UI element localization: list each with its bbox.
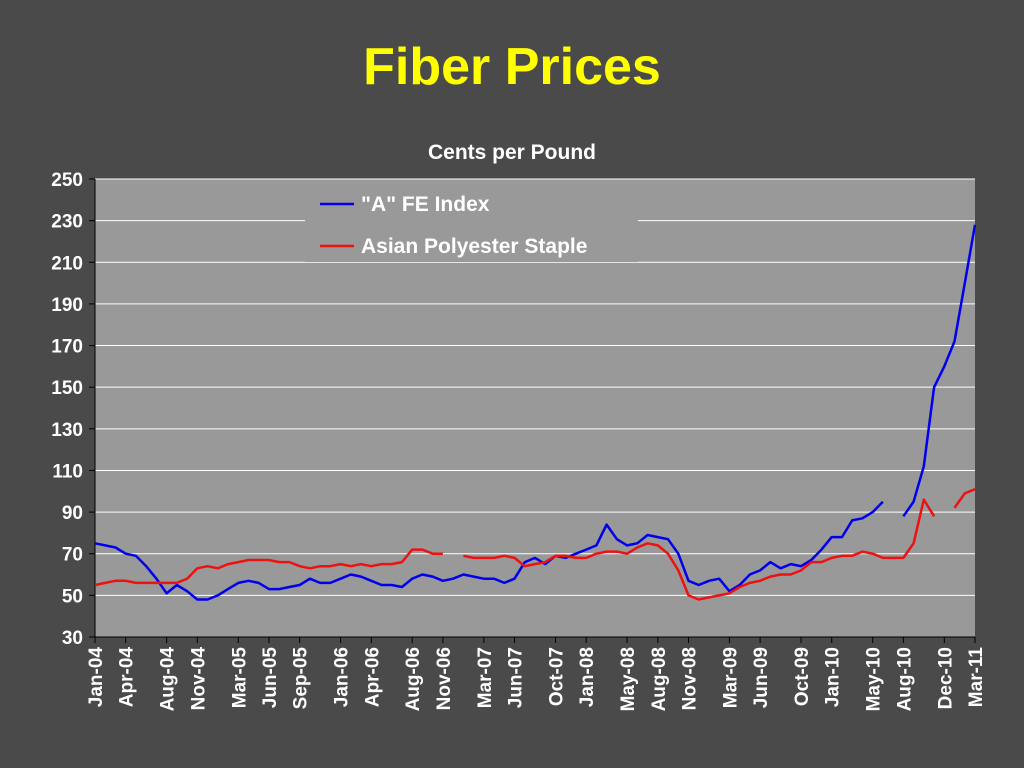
x-tick-label: Aug-06 bbox=[403, 647, 424, 711]
x-tick-label: Sep-05 bbox=[291, 647, 312, 710]
x-tick-label: Jun-07 bbox=[506, 647, 527, 708]
y-tick-label: 130 bbox=[51, 420, 83, 441]
y-tick-label: 170 bbox=[51, 337, 83, 358]
x-tick-label: Mar-11 bbox=[966, 647, 987, 708]
y-tick-label: 90 bbox=[62, 503, 83, 524]
y-tick-label: 110 bbox=[52, 461, 83, 482]
x-tick-label: Jan-04 bbox=[86, 647, 107, 708]
x-tick-label: Oct-09 bbox=[792, 647, 813, 706]
x-tick-label: Aug-08 bbox=[649, 647, 670, 711]
legend-label: Asian Polyester Staple bbox=[361, 235, 587, 258]
x-tick-label: Mar-07 bbox=[475, 647, 496, 708]
x-tick-label: Jun-05 bbox=[260, 647, 281, 709]
x-tick-label: Jan-06 bbox=[332, 647, 353, 707]
x-tick-label: May-08 bbox=[618, 647, 639, 711]
x-tick-label: Nov-04 bbox=[188, 647, 209, 711]
x-tick-label: Aug-04 bbox=[158, 647, 179, 712]
series-line bbox=[94, 500, 884, 601]
y-tick-label: 210 bbox=[51, 253, 83, 274]
series-line bbox=[953, 488, 976, 509]
x-tick-label: Jan-08 bbox=[577, 647, 598, 707]
series-line bbox=[463, 498, 936, 601]
y-tick-label: 70 bbox=[62, 545, 83, 566]
series-line bbox=[94, 548, 443, 587]
x-tick-label: Apr-04 bbox=[117, 647, 138, 708]
x-tick-label: Nov-08 bbox=[679, 647, 700, 710]
y-tick-label: 190 bbox=[51, 295, 83, 316]
y-tick-label: 250 bbox=[51, 170, 83, 191]
x-tick-label: Apr-06 bbox=[362, 647, 383, 707]
x-tick-label: Mar-09 bbox=[720, 647, 741, 708]
x-tick-label: Nov-06 bbox=[434, 647, 455, 710]
x-tick-label: Oct-07 bbox=[546, 647, 567, 706]
legend-box bbox=[305, 183, 638, 262]
x-tick-label: Jun-09 bbox=[751, 647, 772, 708]
chart-title: Fiber Prices bbox=[363, 38, 661, 96]
x-tick-label: Jan-10 bbox=[823, 647, 844, 707]
y-tick-label: 150 bbox=[51, 378, 83, 399]
y-tick-label: 50 bbox=[62, 586, 83, 607]
x-tick-label: Aug-10 bbox=[894, 647, 915, 711]
x-tick-label: Mar-05 bbox=[229, 647, 250, 709]
legend-label: "A" FE Index bbox=[361, 193, 490, 216]
x-tick-label: Dec-10 bbox=[935, 647, 956, 709]
y-tick-label: 230 bbox=[51, 212, 83, 233]
series-line bbox=[902, 224, 977, 518]
chart-subtitle: Cents per Pound bbox=[428, 141, 596, 164]
x-tick-label: May-10 bbox=[864, 647, 885, 711]
y-tick-label: 30 bbox=[62, 628, 83, 649]
